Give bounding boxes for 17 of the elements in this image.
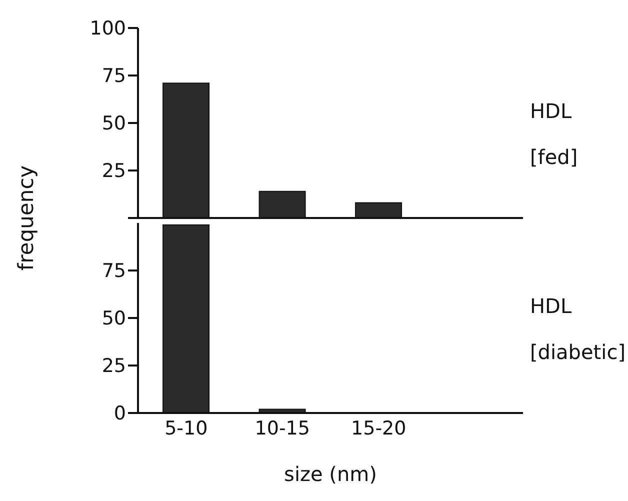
- x-axis-title: size (nm): [283, 462, 378, 486]
- y-axis-title: frequency: [14, 165, 38, 271]
- y-tick-label: 50: [102, 112, 126, 135]
- y-tick-label: 0: [114, 402, 126, 425]
- text: HDL: [530, 98, 573, 125]
- y-tick-label: 25: [102, 160, 126, 182]
- y-tick-label: 100: [90, 18, 126, 40]
- x-tick-label: 15-20: [351, 417, 406, 440]
- y-tick-label: 50: [102, 308, 126, 330]
- text: [diabetic]: [530, 339, 626, 366]
- x-tick-label: 5-10: [164, 417, 208, 440]
- y-tick-label: 75: [102, 260, 126, 282]
- x-tick-label: 10-15: [254, 417, 310, 440]
- text: HDL: [530, 293, 573, 320]
- y-tick-label: 25: [102, 355, 126, 378]
- y-tick-label: 75: [102, 65, 126, 88]
- text: [fed]: [530, 144, 578, 171]
